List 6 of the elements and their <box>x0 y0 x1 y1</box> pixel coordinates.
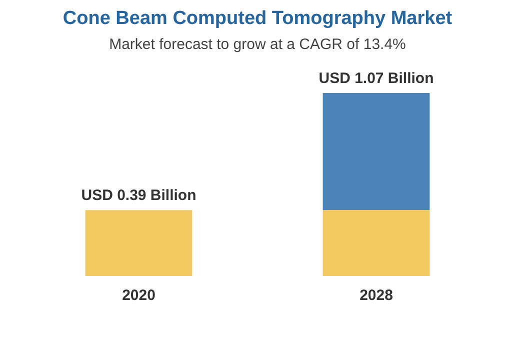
total-label: USD 0.39 Billion <box>81 187 196 204</box>
x-tick-label: 2020 <box>122 287 156 304</box>
chart-title: Cone Beam Computed Tomography Market <box>62 8 454 30</box>
total-label: USD 1.07 Billion <box>318 70 434 87</box>
x-tick-label: 2028 <box>360 287 393 304</box>
chart-subtitle: Market forecast to grow at a CAGR of 13.4% <box>108 36 407 53</box>
